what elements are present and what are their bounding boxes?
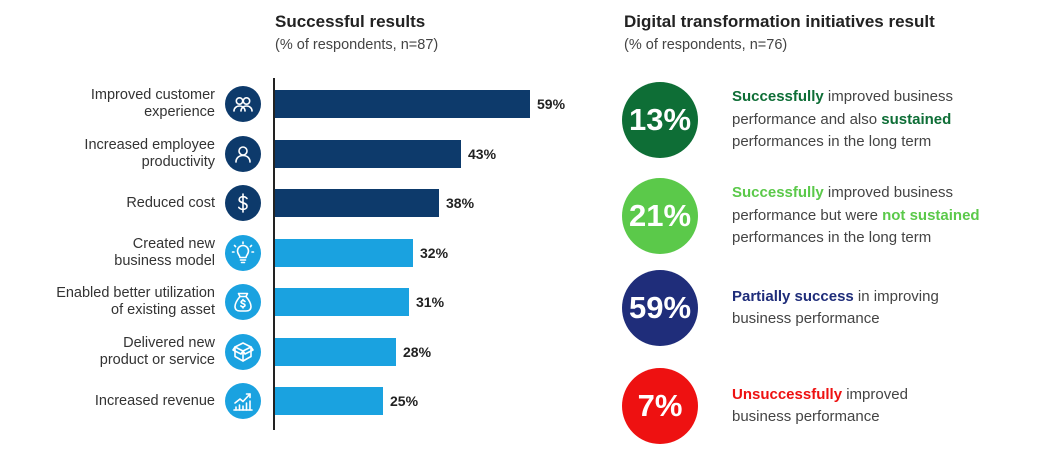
highlight-text: sustained <box>881 110 952 128</box>
category-label: Increased revenue <box>94 392 215 409</box>
people-icon <box>225 86 261 122</box>
category-label: Increased employee productivity <box>84 136 215 170</box>
right-panel-subtitle: (% of respondents, n=76) <box>624 37 788 53</box>
result-item: 13% Successfully improved business perfor… <box>620 80 1040 160</box>
bar-value-label: 28% <box>403 343 432 360</box>
bar <box>275 387 383 415</box>
bar-value-label: 31% <box>416 294 445 310</box>
description-text: improved business performance but were <box>732 184 953 224</box>
highlight-text: Partially success <box>732 287 854 305</box>
lightbulb-icon <box>225 234 261 271</box>
result-description: Partially success in improving business … <box>732 286 1032 331</box>
bar-row: Increased employee productivity 43% <box>0 134 600 174</box>
description-text: in improving business performance <box>732 287 939 328</box>
category-label: Created new business model <box>114 235 215 269</box>
percentage-circle: 21% <box>622 178 698 254</box>
bar-row: Delivered new product or service 28% <box>0 332 600 372</box>
person-icon <box>225 135 261 172</box>
percentage-circle: 7% <box>622 368 698 444</box>
category-label: Improved customer experience <box>90 87 215 120</box>
bar-row: Improved customer experience 59% <box>0 84 600 124</box>
bar-value-label: 59% <box>537 96 566 112</box>
category-label: Delivered new product or service <box>99 334 215 368</box>
description-text: improved business performance <box>732 385 908 426</box>
bar-row: Reduced cost 38% <box>0 183 600 223</box>
percentage-circle: 13% <box>622 82 698 158</box>
dollar-icon <box>225 185 261 221</box>
package-icon <box>225 333 261 370</box>
bar-row: Increased revenue 25% <box>0 381 600 421</box>
description-text: performances in the long term <box>732 229 932 247</box>
bar-value-label: 25% <box>390 393 419 409</box>
category-label: Reduced cost <box>126 194 215 211</box>
bar-row: Enabled better utilization of existing a… <box>0 282 600 322</box>
right-panel-title: Digital transformation initiatives resul… <box>624 12 935 31</box>
growth-chart-icon <box>225 383 261 419</box>
result-description: Unsuccessfully improved business perform… <box>732 384 1032 429</box>
highlight-text: Unsuccessfully <box>732 385 843 403</box>
highlight-text: Successfully <box>732 184 824 202</box>
category-label: Enabled better utilization of existing a… <box>56 285 215 318</box>
bar-row: Created new business model 32% <box>0 233 600 273</box>
bar-value-label: 32% <box>420 244 449 261</box>
left-chart-subtitle: (% of respondents, n=87) <box>275 37 439 53</box>
description-text: performances in the long term <box>732 133 932 151</box>
bar <box>275 238 413 267</box>
left-chart-title: Successful results <box>275 12 426 31</box>
result-description: Successfully improved business performan… <box>732 86 1032 154</box>
result-item: 7% Unsuccessfully improved business perfo… <box>620 366 1040 446</box>
result-description: Successfully improved business performan… <box>732 182 1032 250</box>
bar-value-label: 38% <box>446 195 475 211</box>
percentage-circle: 59% <box>622 270 698 346</box>
bar <box>275 189 439 217</box>
bar <box>275 288 409 316</box>
bar <box>275 90 530 118</box>
highlight-text: not sustained <box>882 206 980 224</box>
result-item: 59% Partially success in improving busine… <box>620 268 1040 348</box>
money-bag-icon <box>225 284 261 320</box>
bar <box>275 139 461 168</box>
highlight-text: Successfully <box>732 88 824 106</box>
description-text: improved business performance and also <box>732 88 953 128</box>
bar-axis-line <box>273 78 275 430</box>
bar <box>275 337 396 366</box>
result-item: 21% Successfully improved business perfor… <box>620 176 1040 256</box>
bar-value-label: 43% <box>468 145 497 162</box>
